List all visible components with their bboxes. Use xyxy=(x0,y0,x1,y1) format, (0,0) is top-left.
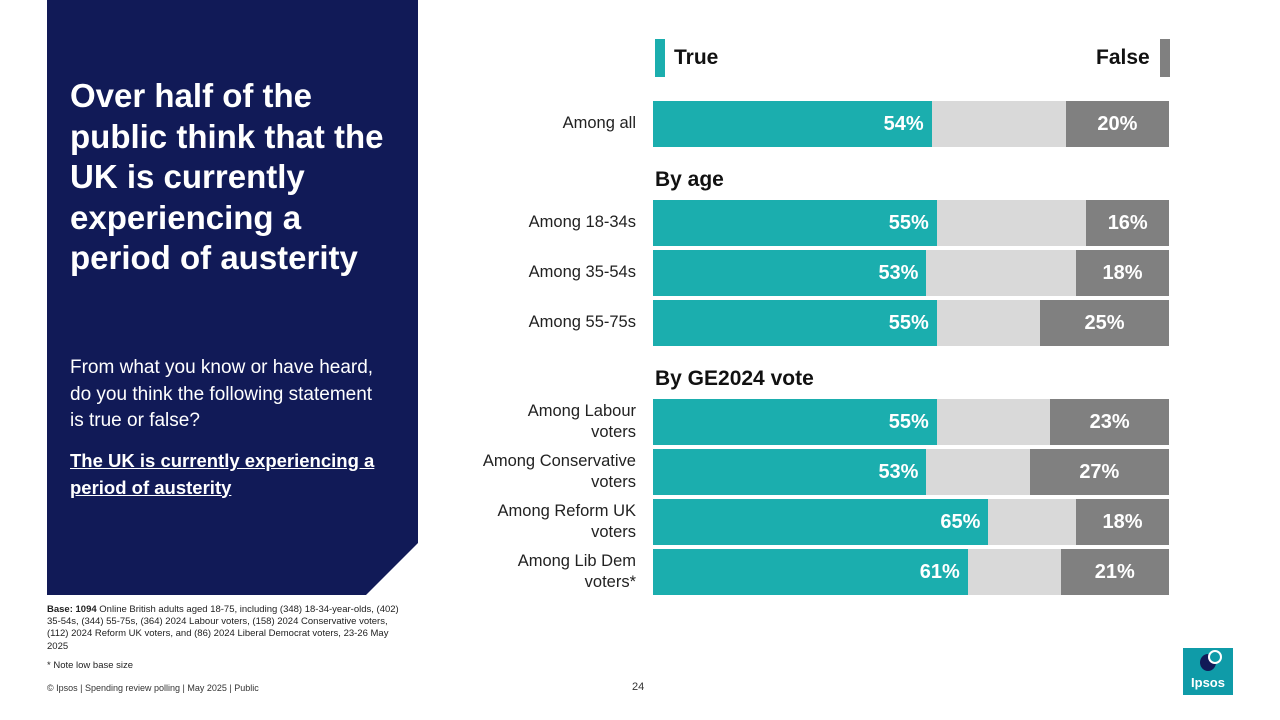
category-label: Among all xyxy=(562,114,636,133)
value-label-false: 25% xyxy=(1084,312,1125,334)
bar-false xyxy=(1040,300,1169,346)
value-label-false: 27% xyxy=(1079,461,1120,483)
base-note: Base: 1094 Online British adults aged 18… xyxy=(47,604,407,653)
logo-text: Ipsos xyxy=(1191,675,1225,690)
survey-question: From what you know or have heard, do you… xyxy=(70,357,374,431)
page-number: 24 xyxy=(632,681,645,693)
category-label: Among Reform UK voters xyxy=(497,501,636,542)
value-label-true: 61% xyxy=(919,561,960,583)
bar-neutral xyxy=(988,499,1077,545)
bar-true xyxy=(653,399,937,445)
bar-false xyxy=(1086,200,1169,246)
value-label-true: 53% xyxy=(878,461,919,483)
value-label-true: 55% xyxy=(888,312,929,334)
bar-neutral xyxy=(936,399,1051,445)
headline: Over half of the public think that the U… xyxy=(70,77,384,276)
legend-false-label: False xyxy=(1096,46,1150,69)
bar-neutral xyxy=(936,200,1087,246)
value-label-false: 18% xyxy=(1102,262,1143,284)
bar-true xyxy=(653,549,968,595)
bar-true xyxy=(653,449,927,495)
value-label-true: 55% xyxy=(888,212,929,234)
bar-false xyxy=(1060,549,1169,595)
section-by-age: By age xyxy=(655,168,724,191)
bar-true xyxy=(653,250,927,296)
legend-true-label: True xyxy=(674,46,719,69)
bar-true xyxy=(653,200,937,246)
value-label-false: 18% xyxy=(1102,511,1143,533)
bar-false xyxy=(1076,499,1169,545)
base-bold: Base: 1094 xyxy=(47,604,97,615)
category-label: Among 18-34s xyxy=(528,213,636,232)
value-label-false: 23% xyxy=(1089,411,1130,433)
value-label-true: 54% xyxy=(883,113,924,135)
title-panel xyxy=(47,0,418,595)
value-label-true: 55% xyxy=(888,411,929,433)
bar-neutral xyxy=(926,449,1030,495)
bar-true xyxy=(653,300,937,346)
bar-false xyxy=(1050,399,1169,445)
category-label: Among 55-75s xyxy=(528,313,636,332)
base-text: Online British adults aged 18-75, includ… xyxy=(47,604,399,652)
value-label-false: 16% xyxy=(1107,212,1148,234)
value-label-true: 65% xyxy=(940,511,981,533)
bar-false xyxy=(1029,449,1169,495)
survey-statement: The UK is currently experiencing a perio… xyxy=(70,450,375,498)
bar-neutral xyxy=(926,250,1077,296)
bar-neutral xyxy=(931,101,1066,147)
value-label-true: 53% xyxy=(878,262,919,284)
category-label: Among Conservative voters xyxy=(482,451,636,492)
ipsos-logo: Ipsos xyxy=(1183,648,1233,695)
section-by-vote: By GE2024 vote xyxy=(655,367,814,390)
category-label: Among Lib Dem voters* xyxy=(517,551,636,592)
bar-false xyxy=(1076,250,1169,296)
logo-dot-icon xyxy=(1208,650,1222,664)
value-label-false: 20% xyxy=(1097,113,1138,135)
bar-neutral xyxy=(936,300,1040,346)
legend-false-swatch xyxy=(1160,39,1170,77)
low-base-note: * Note low base size xyxy=(47,660,134,671)
bar-true xyxy=(653,101,932,147)
footer-text: © Ipsos | Spending review polling | May … xyxy=(47,683,259,693)
category-label: Among 35-54s xyxy=(528,263,636,282)
value-label-false: 21% xyxy=(1094,561,1135,583)
bar-false xyxy=(1065,101,1169,147)
bar-true xyxy=(653,499,989,545)
bar-neutral xyxy=(967,549,1061,595)
legend-true-swatch xyxy=(655,39,665,77)
category-label: Among Labour voters xyxy=(527,401,636,442)
